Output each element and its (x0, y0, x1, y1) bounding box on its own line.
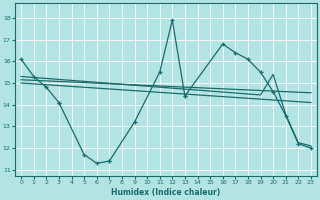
X-axis label: Humidex (Indice chaleur): Humidex (Indice chaleur) (111, 188, 221, 197)
